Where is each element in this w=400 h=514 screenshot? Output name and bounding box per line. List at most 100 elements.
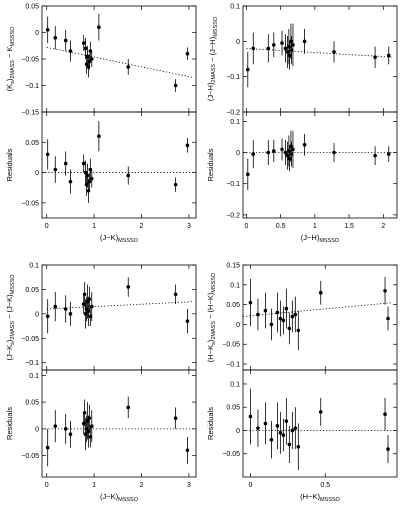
x-tick-label: 2 (381, 223, 385, 230)
data-point (245, 172, 250, 177)
x-tick-label: 1 (92, 482, 96, 489)
y-tick-label: −0.05 (21, 453, 39, 460)
data-point (173, 83, 178, 88)
y-tick-label: 0 (236, 150, 240, 157)
data-point (256, 426, 260, 430)
data-point (245, 67, 250, 72)
data-point (291, 147, 295, 152)
data-point (283, 150, 288, 155)
data-point (256, 312, 260, 317)
data-point (63, 161, 68, 166)
data-point (290, 428, 295, 433)
y-tick-label: 0.05 (25, 4, 39, 11)
x-axis-label: (J−K)MSSSO (100, 492, 139, 503)
bottom-y-axis-label: Residuals (5, 407, 14, 440)
top-subplot: 0.15 0.1 0.05 0 −0.05 −0.1 (H−Ks)2MASS − (H−K)… (206, 263, 398, 371)
y-tick-label: −0.1 (226, 362, 240, 369)
data-point (289, 144, 293, 149)
fit-line (246, 48, 394, 58)
bottom-frame (242, 369, 398, 478)
data-point (53, 424, 58, 428)
data-point (287, 156, 292, 161)
fit-line (242, 302, 393, 317)
data-point (373, 55, 377, 60)
data-point (87, 59, 92, 64)
top-y-axis-label: (Ks)2MASS − KMSSSO (5, 26, 16, 92)
y-tick-label: 0.15 (226, 263, 240, 270)
chart-panel-0: 0.05 0 −0.05 −0.1 −0.15 (Ks)2MASS − KMSSSO 0 1 2… (5, 4, 197, 244)
data-point (263, 308, 268, 313)
top-subplot: 0.1 0 −0.1 −0.2 (J−H)2MASS − (J−H)MSSSO (206, 4, 398, 117)
data-point (290, 314, 295, 319)
data-point (283, 46, 288, 51)
data-point (87, 416, 92, 420)
data-point (97, 134, 101, 139)
data-point (251, 46, 256, 51)
top-y-axis-label: (J−Ks)2MASS − (J−K)MSSSO (5, 274, 16, 361)
data-point (53, 167, 58, 172)
data-point (278, 431, 283, 435)
y-tick-label: −0.05 (21, 57, 39, 64)
data-point (68, 432, 73, 437)
data-point (281, 433, 286, 437)
y-tick-label: 0.1 (230, 119, 240, 126)
data-point (302, 39, 307, 44)
top-subplot: 0.05 0 −0.05 −0.1 −0.15 (Ks)2MASS − KMSSSO (5, 4, 197, 117)
data-point (287, 44, 291, 49)
data-point (81, 41, 86, 45)
data-point (281, 318, 286, 323)
y-tick-label: 0 (35, 170, 39, 177)
data-point (89, 304, 94, 309)
data-point (293, 426, 298, 430)
y-tick-label: −0.05 (21, 336, 39, 343)
bottom-subplot: 0 0.5 0.1 0.05 0 −0.05 Residuals (206, 369, 398, 489)
data-point (332, 150, 336, 155)
top-subplot: 0.1 0.05 0 −0.05 −0.1 (J−Ks)2MASS − (J−K)MSSS… (5, 263, 197, 371)
data-point (296, 328, 301, 333)
y-tick-label: 0.1 (230, 282, 240, 289)
chart-panel-2: 0.1 0.05 0 −0.05 −0.1 (J−Ks)2MASS − (J−K)MSSS… (5, 263, 197, 503)
data-point (45, 445, 50, 450)
y-tick-label: 0.1 (230, 4, 240, 11)
x-tick-label: 0.5 (276, 223, 286, 230)
data-point (284, 419, 289, 423)
data-point (173, 182, 178, 187)
data-point (287, 53, 292, 58)
y-tick-label: 0 (35, 311, 39, 318)
data-point (45, 314, 50, 319)
y-tick-label: 0.05 (226, 405, 240, 412)
data-point (185, 319, 190, 323)
bottom-subplot: 0 0.5 1 1.5 2 0.1 0 −0.1 −0.2 Residuals (206, 111, 398, 230)
data-point (87, 179, 92, 184)
data-point (82, 292, 87, 297)
x-tick-label: 1.5 (344, 223, 354, 230)
data-point (68, 312, 73, 316)
y-tick-label: 0.1 (29, 373, 39, 380)
data-point (386, 316, 390, 321)
data-point (272, 149, 276, 153)
bottom-subplot: 0 1 2 3 0.05 0 −0.05 Residuals (5, 111, 197, 230)
y-tick-label: −0.05 (21, 200, 39, 207)
bottom-subplot: 0 1 2 3 0.1 0.05 0 −0.05 Residuals (5, 369, 197, 489)
data-point (185, 143, 190, 148)
data-point (85, 173, 90, 178)
data-point (302, 142, 307, 147)
data-point (88, 49, 93, 53)
y-tick-label: −0.15 (21, 110, 39, 117)
x-tick-label: 0 (249, 482, 253, 489)
data-point (280, 41, 284, 45)
y-tick-label: −0.1 (25, 360, 39, 367)
data-point (83, 46, 88, 51)
top-frame (41, 5, 197, 113)
y-tick-label: −0.1 (226, 181, 240, 188)
data-point (287, 149, 291, 153)
data-point (63, 38, 68, 43)
data-point (289, 39, 293, 44)
data-point (269, 437, 274, 442)
data-point (285, 50, 290, 54)
data-point (383, 412, 387, 416)
y-tick-label: 0.05 (25, 400, 39, 407)
data-point (296, 444, 301, 449)
data-point (45, 28, 50, 32)
data-point (126, 285, 131, 289)
